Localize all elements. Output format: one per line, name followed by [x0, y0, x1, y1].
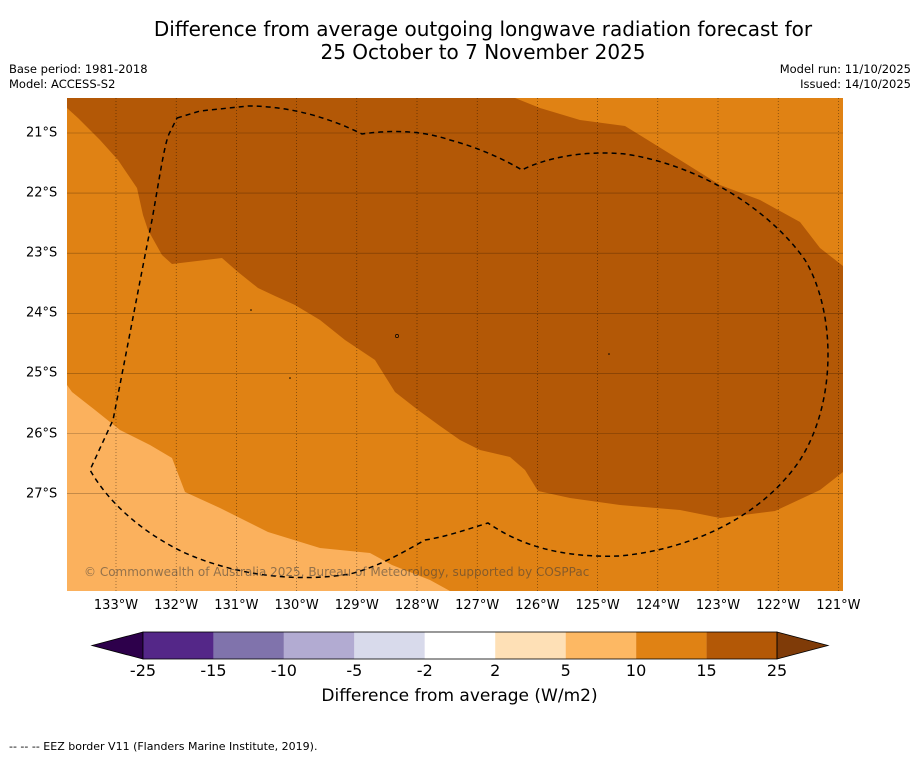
artefact-dot-1: [395, 334, 399, 338]
meta-left: Base period: 1981-2018 Model: ACCESS-S2: [9, 62, 148, 92]
colorbar-tick-label: -2: [416, 661, 433, 680]
lat-label: 25°S: [26, 365, 58, 381]
colorbar-box: [143, 632, 214, 659]
lat-label: 21°S: [26, 125, 58, 141]
lon-label: 125°W: [575, 598, 620, 613]
colorbar-boxes: [90, 631, 830, 660]
lon-label: 129°W: [334, 598, 379, 613]
lon-label: 122°W: [756, 598, 801, 613]
colorbar-box: [213, 632, 284, 659]
colorbar-box: [636, 632, 707, 659]
model-name: Model: ACCESS-S2: [9, 77, 116, 91]
colorbar-box: [283, 632, 355, 659]
colorbar-box: [424, 632, 496, 659]
lon-label: 128°W: [394, 598, 440, 613]
zone-anomaly-15-25: [67, 98, 843, 518]
chart-title: Difference from average outgoing longwav…: [0, 18, 919, 64]
title-line-1: Difference from average outgoing longwav…: [153, 17, 813, 41]
gridlines: [67, 98, 843, 591]
lon-label: 121°W: [816, 598, 861, 613]
lon-label: 132°W: [154, 598, 199, 613]
lon-label: 131°W: [214, 598, 259, 613]
colorbar-tick-label: 25: [766, 661, 788, 680]
anomaly-map: [67, 98, 843, 591]
title-line-2: 25 October to 7 November 2025: [320, 40, 646, 64]
artefact-dot-2: [250, 309, 252, 311]
artefact-dot-4: [608, 353, 610, 355]
lon-label: 127°W: [455, 598, 500, 613]
colorbar-tick-label: -15: [200, 661, 227, 680]
lat-label: 22°S: [26, 185, 58, 201]
colorbar-box: [706, 632, 777, 659]
zone-anomaly-5-10: [67, 385, 450, 591]
colorbar-tick-label: -10: [270, 661, 297, 680]
colorbar-tick-label: 15: [696, 661, 717, 680]
copyright-notice: © Commonwealth of Australia 2025, Bureau…: [84, 565, 590, 579]
lon-label: 130°W: [274, 598, 319, 613]
colorbar-tick-label: -25: [129, 661, 157, 680]
base-period: Base period: 1981-2018: [9, 62, 148, 76]
lat-label: 26°S: [26, 426, 58, 441]
colorbar-box: [565, 632, 637, 659]
lon-label: 133°W: [93, 598, 139, 613]
colorbar-tick-label: 10: [625, 661, 647, 680]
colorbar-tick-label: -5: [346, 661, 363, 680]
colorbar-outline: [142, 631, 778, 660]
lon-label: 123°W: [695, 598, 741, 613]
lon-label: 126°W: [515, 598, 560, 613]
colorbar-under-arrow: [90, 631, 144, 660]
eez-border: [89, 105, 829, 579]
issued-date: Issued: 14/10/2025: [800, 77, 911, 91]
lon-label: 124°W: [635, 598, 680, 613]
eez-legend-note: -- -- -- EEZ border V11 (Flanders Marine…: [9, 740, 318, 753]
colorbar-tick-label: 5: [560, 661, 571, 680]
lat-label: 24°S: [26, 305, 58, 321]
colorbar-over-arrow: [776, 631, 830, 660]
lat-label: 23°S: [26, 245, 58, 261]
meta-right: Model run: 11/10/2025 Issued: 14/10/2025: [780, 62, 911, 92]
colorbar-label: Difference from average (W/m2): [321, 686, 598, 706]
artefact-dot-3: [289, 377, 291, 379]
colorbar-box: [354, 632, 425, 659]
colorbar-box: [495, 632, 566, 659]
model-run: Model run: 11/10/2025: [779, 62, 911, 76]
lat-label: 27°S: [26, 486, 58, 502]
colorbar-tick-label: 2: [490, 661, 501, 680]
